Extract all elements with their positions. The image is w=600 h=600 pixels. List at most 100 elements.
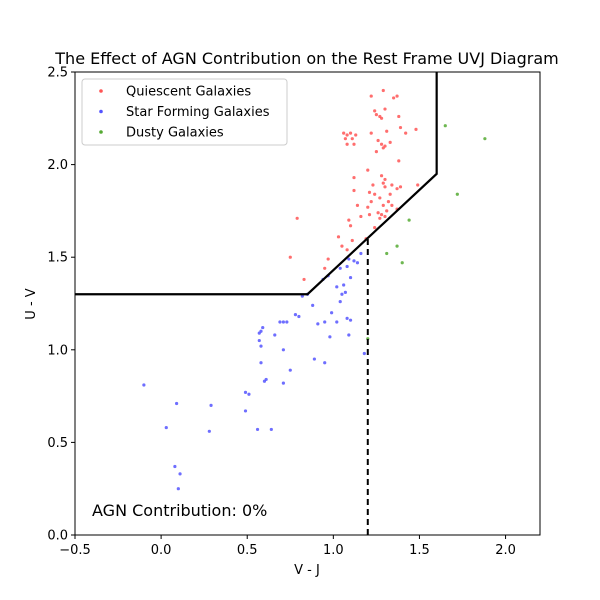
- data-point: [281, 320, 285, 324]
- legend-label: Star Forming Galaxies: [126, 105, 270, 120]
- data-point: [354, 133, 358, 137]
- data-point: [343, 137, 347, 141]
- data-point: [164, 425, 168, 430]
- data-point: [376, 138, 380, 143]
- data-point: [395, 244, 399, 248]
- data-point: [243, 390, 248, 394]
- data-point: [385, 129, 389, 133]
- data-point: [398, 125, 403, 130]
- data-point: [404, 131, 408, 135]
- data-point: [392, 96, 396, 100]
- data-point: [398, 185, 403, 189]
- data-point: [348, 318, 353, 322]
- data-point: [350, 238, 354, 243]
- data-point: [347, 333, 351, 337]
- data-point: [383, 185, 387, 189]
- data-point: [400, 261, 404, 265]
- data-point: [367, 190, 372, 194]
- data-point: [352, 188, 356, 193]
- data-point: [369, 94, 373, 98]
- data-point: [297, 314, 301, 319]
- data-point: [311, 303, 315, 307]
- data-point: [323, 361, 327, 365]
- data-point: [381, 146, 385, 150]
- data-point: [175, 401, 179, 406]
- data-point: [273, 333, 277, 337]
- data-point: [359, 214, 363, 219]
- legend-label: Dusty Galaxies: [126, 126, 224, 141]
- series-quiescent-galaxies: [288, 88, 420, 282]
- data-point: [369, 200, 373, 204]
- data-point: [281, 381, 285, 385]
- data-point: [362, 351, 366, 356]
- data-point: [376, 211, 380, 215]
- agn-contribution-annotation: AGN Contribution: 0%: [92, 501, 267, 520]
- data-point: [335, 320, 339, 324]
- x-tick-label: 1.5: [409, 543, 430, 558]
- axes-frame: [74, 71, 541, 536]
- data-point: [359, 251, 363, 256]
- x-axis-ticks: −0.5 0.0 0.5 1.0 1.5 2.0: [59, 535, 516, 558]
- data-point: [385, 209, 389, 213]
- data-point: [381, 88, 385, 93]
- data-point: [142, 383, 146, 387]
- x-tick-label: 0.5: [237, 543, 258, 558]
- data-point: [352, 259, 356, 263]
- data-point: [483, 137, 487, 141]
- legend-marker: [99, 109, 103, 114]
- y-tick-label: 2.5: [47, 66, 68, 81]
- data-point: [371, 183, 375, 187]
- data-point: [257, 331, 261, 335]
- data-point: [379, 142, 384, 146]
- plot-area: [74, 71, 541, 536]
- y-axis-label: U - V: [24, 288, 39, 319]
- data-point: [285, 320, 289, 324]
- chart-title: The Effect of AGN Contribution on the Re…: [54, 49, 558, 68]
- data-point: [247, 392, 251, 396]
- data-point: [259, 344, 263, 348]
- data-point: [340, 292, 344, 296]
- data-point: [342, 131, 346, 135]
- y-tick-label: 1.0: [47, 343, 68, 358]
- data-point: [395, 94, 399, 98]
- data-point: [374, 112, 378, 117]
- data-point: [381, 181, 385, 185]
- data-point: [342, 283, 346, 287]
- data-point: [407, 218, 411, 222]
- data-point: [379, 116, 384, 120]
- data-point: [176, 487, 180, 491]
- data-point: [340, 244, 344, 248]
- data-point: [326, 257, 330, 261]
- data-point: [383, 214, 387, 219]
- data-point: [288, 368, 292, 372]
- data-point: [366, 168, 370, 172]
- x-tick-label: 1.0: [323, 543, 344, 558]
- data-point: [330, 311, 334, 315]
- data-point: [378, 196, 382, 200]
- data-point: [312, 357, 316, 361]
- data-point: [173, 464, 177, 469]
- data-point: [352, 175, 356, 180]
- data-point: [373, 109, 377, 113]
- data-point: [369, 131, 373, 135]
- data-point: [345, 142, 349, 146]
- data-point: [281, 348, 285, 352]
- data-point: [243, 409, 248, 413]
- data-point: [443, 124, 447, 128]
- x-tick-label: 0.0: [151, 543, 172, 558]
- data-point: [374, 150, 378, 154]
- data-point: [348, 131, 353, 135]
- data-point: [316, 322, 320, 326]
- data-point: [348, 224, 353, 228]
- data-point: [338, 266, 342, 270]
- y-tick-label: 0.0: [47, 529, 68, 544]
- data-point: [255, 427, 260, 432]
- data-point: [388, 140, 392, 144]
- data-point: [416, 183, 420, 187]
- data-point: [378, 216, 382, 220]
- data-point: [269, 427, 273, 432]
- data-point: [355, 203, 360, 207]
- data-point: [345, 133, 349, 137]
- data-point: [288, 255, 292, 259]
